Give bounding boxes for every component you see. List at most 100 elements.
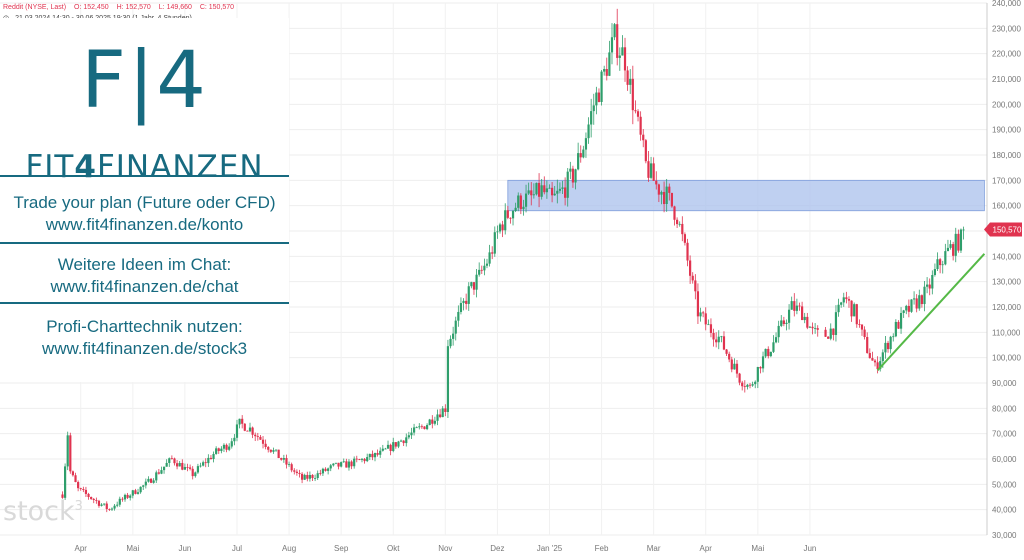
candle-body bbox=[459, 303, 463, 312]
x-tick-label: Jan '25 bbox=[537, 544, 563, 553]
candle-body bbox=[889, 336, 892, 350]
candle-body bbox=[808, 326, 812, 328]
candle-body bbox=[444, 408, 447, 412]
candle-body bbox=[743, 386, 746, 388]
candle-body bbox=[709, 324, 713, 333]
candle-body bbox=[725, 349, 728, 354]
candle-body bbox=[571, 168, 575, 183]
candle-body bbox=[840, 302, 843, 305]
candle-body bbox=[394, 442, 397, 447]
candle-body bbox=[803, 316, 806, 321]
candle-body bbox=[230, 441, 233, 447]
symbol-label[interactable]: Reddit (NYSE, Last) bbox=[3, 4, 67, 11]
candle-body bbox=[866, 336, 869, 354]
y-tick-label: 40,000 bbox=[992, 506, 1017, 515]
candle-body bbox=[418, 426, 421, 428]
high-value: H: 152,570 bbox=[116, 4, 151, 11]
candle-body bbox=[436, 414, 439, 421]
candle-body bbox=[707, 324, 710, 326]
candle-body bbox=[321, 468, 325, 474]
candle-body bbox=[269, 449, 272, 452]
candle-body bbox=[66, 435, 69, 467]
candle-body bbox=[498, 224, 502, 232]
candle-body bbox=[787, 309, 791, 323]
candle-body bbox=[519, 195, 522, 210]
candle-body bbox=[530, 190, 533, 196]
candle-body bbox=[267, 446, 270, 450]
candle-body bbox=[845, 297, 848, 300]
candle-body bbox=[782, 320, 785, 325]
promo-stock3-link[interactable]: www.fit4finanzen.de/stock3 bbox=[41, 339, 248, 358]
candle-body bbox=[954, 233, 957, 256]
candle-body bbox=[407, 435, 410, 438]
candle-body bbox=[472, 282, 476, 290]
candle-body bbox=[113, 505, 116, 509]
promo-konto[interactable]: Trade your plan (Future oder CFD) www.fi… bbox=[0, 192, 289, 236]
candle-body bbox=[355, 458, 358, 460]
candle-body bbox=[756, 366, 759, 382]
candle-body bbox=[84, 489, 88, 494]
candle-body bbox=[147, 478, 150, 482]
candle-body bbox=[816, 328, 819, 330]
candle-body bbox=[941, 264, 944, 266]
candle-body bbox=[105, 503, 108, 510]
candle-body bbox=[959, 229, 963, 251]
candle-body bbox=[449, 338, 452, 347]
candle-body bbox=[634, 110, 637, 112]
divider bbox=[0, 242, 289, 244]
candle-body bbox=[410, 432, 413, 436]
logo-word-b: 4 bbox=[74, 149, 97, 185]
candle-body bbox=[592, 105, 595, 112]
candle-body bbox=[246, 430, 249, 432]
candle-body bbox=[952, 244, 955, 256]
candle-body bbox=[144, 481, 147, 486]
candle-body bbox=[777, 325, 780, 338]
promo-konto-link[interactable]: www.fit4finanzen.de/konto bbox=[45, 215, 244, 234]
candle-body bbox=[827, 336, 830, 339]
candle-body bbox=[774, 337, 778, 343]
x-tick-label: Nov bbox=[438, 544, 452, 553]
promo-stock3[interactable]: Profi-Charttechnik nutzen: www.fit4finan… bbox=[0, 316, 289, 360]
candle-body bbox=[379, 450, 382, 455]
candle-body bbox=[69, 435, 72, 472]
candle-body bbox=[532, 194, 535, 196]
candle-body bbox=[610, 37, 614, 53]
candle-body bbox=[261, 439, 265, 444]
candle-body bbox=[928, 284, 931, 289]
x-tick-label: Feb bbox=[595, 544, 609, 553]
candle-body bbox=[95, 500, 98, 501]
candle-body bbox=[772, 342, 775, 352]
x-tick-label: Okt bbox=[387, 544, 400, 553]
candle-body bbox=[738, 373, 741, 383]
candle-body bbox=[360, 458, 364, 460]
candle-body bbox=[798, 305, 801, 307]
candle-body bbox=[944, 251, 947, 265]
last-price-badge bbox=[984, 222, 1022, 237]
candle-body bbox=[381, 448, 384, 451]
y-tick-label: 200,000 bbox=[992, 100, 1021, 109]
candle-body bbox=[415, 427, 418, 429]
candle-body bbox=[691, 275, 694, 281]
open-value: O: 152,450 bbox=[73, 4, 109, 11]
candle-body bbox=[681, 223, 684, 235]
candle-body bbox=[90, 497, 93, 499]
candle-body bbox=[368, 453, 371, 458]
candle-body bbox=[139, 486, 142, 493]
y-tick-label: 130,000 bbox=[992, 278, 1021, 287]
y-tick-label: 30,000 bbox=[992, 531, 1017, 540]
candle-body bbox=[543, 185, 546, 193]
promo-chat-link[interactable]: www.fit4finanzen.de/chat bbox=[50, 277, 239, 296]
candle-body bbox=[277, 449, 280, 459]
candle-body bbox=[186, 467, 189, 468]
y-tick-label: 90,000 bbox=[992, 379, 1017, 388]
candle-body bbox=[491, 252, 494, 254]
candle-body bbox=[316, 473, 319, 479]
candle-body bbox=[905, 305, 908, 311]
candle-body bbox=[350, 461, 353, 467]
candle-body bbox=[397, 441, 400, 447]
promo-chat[interactable]: Weitere Ideen im Chat: www.fit4finanzen.… bbox=[0, 254, 289, 298]
candle-body bbox=[524, 193, 528, 207]
candle-body bbox=[720, 336, 723, 338]
candle-body bbox=[366, 457, 369, 462]
